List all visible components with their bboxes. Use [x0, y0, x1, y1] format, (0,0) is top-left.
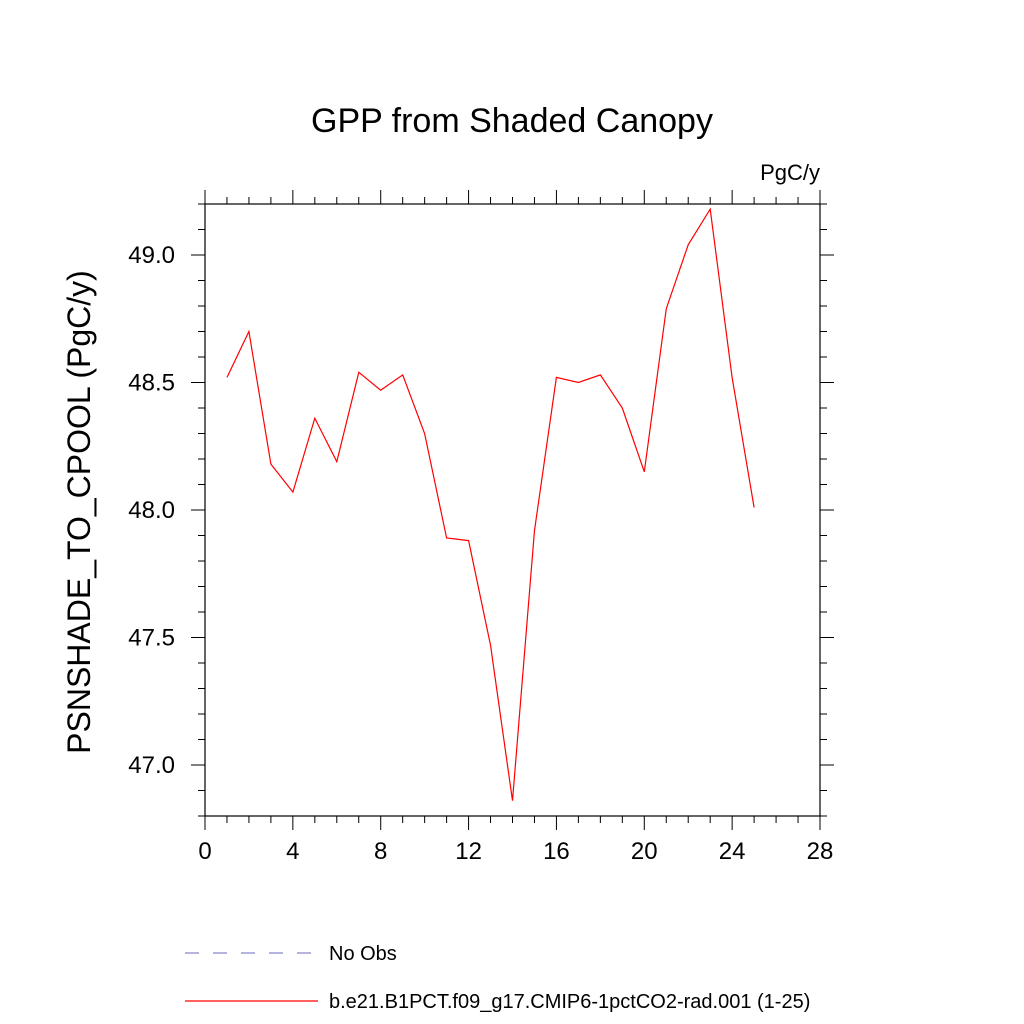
units-label: PgC/y	[760, 160, 820, 185]
x-tick-label: 16	[543, 838, 570, 865]
y-tick-label: 47.5	[128, 625, 175, 652]
y-tick-label: 48.5	[128, 370, 175, 397]
series-line-1	[226, 207, 755, 801]
series-group	[226, 207, 755, 801]
y-tick-label: 48.0	[128, 497, 175, 524]
x-tick-label: 8	[374, 838, 387, 865]
legend-label-model: b.e21.B1PCT.f09_g17.CMIP6-1pctCO2-rad.00…	[329, 991, 810, 1013]
plot-frame	[204, 203, 821, 817]
x-tick-label: 12	[455, 838, 482, 865]
y-axis-label: PSNSHADE_TO_CPOOL (PgC/y)	[61, 270, 97, 754]
x-tick-label: 4	[286, 838, 299, 865]
chart-title: GPP from Shaded Canopy	[311, 102, 713, 140]
axis-ticks: 0 4 8 12 16 20 24 28 47.0 47.5 48.0 48.5 49.0	[128, 190, 834, 865]
legend-label-no-obs: No Obs	[329, 943, 397, 965]
y-tick-label: 47.0	[128, 752, 175, 779]
x-tick-label: 20	[631, 838, 658, 865]
x-tick-label: 28	[807, 838, 834, 865]
x-tick-label: 0	[198, 838, 211, 865]
y-tick-label: 49.0	[128, 242, 175, 269]
x-tick-label: 24	[719, 838, 746, 865]
